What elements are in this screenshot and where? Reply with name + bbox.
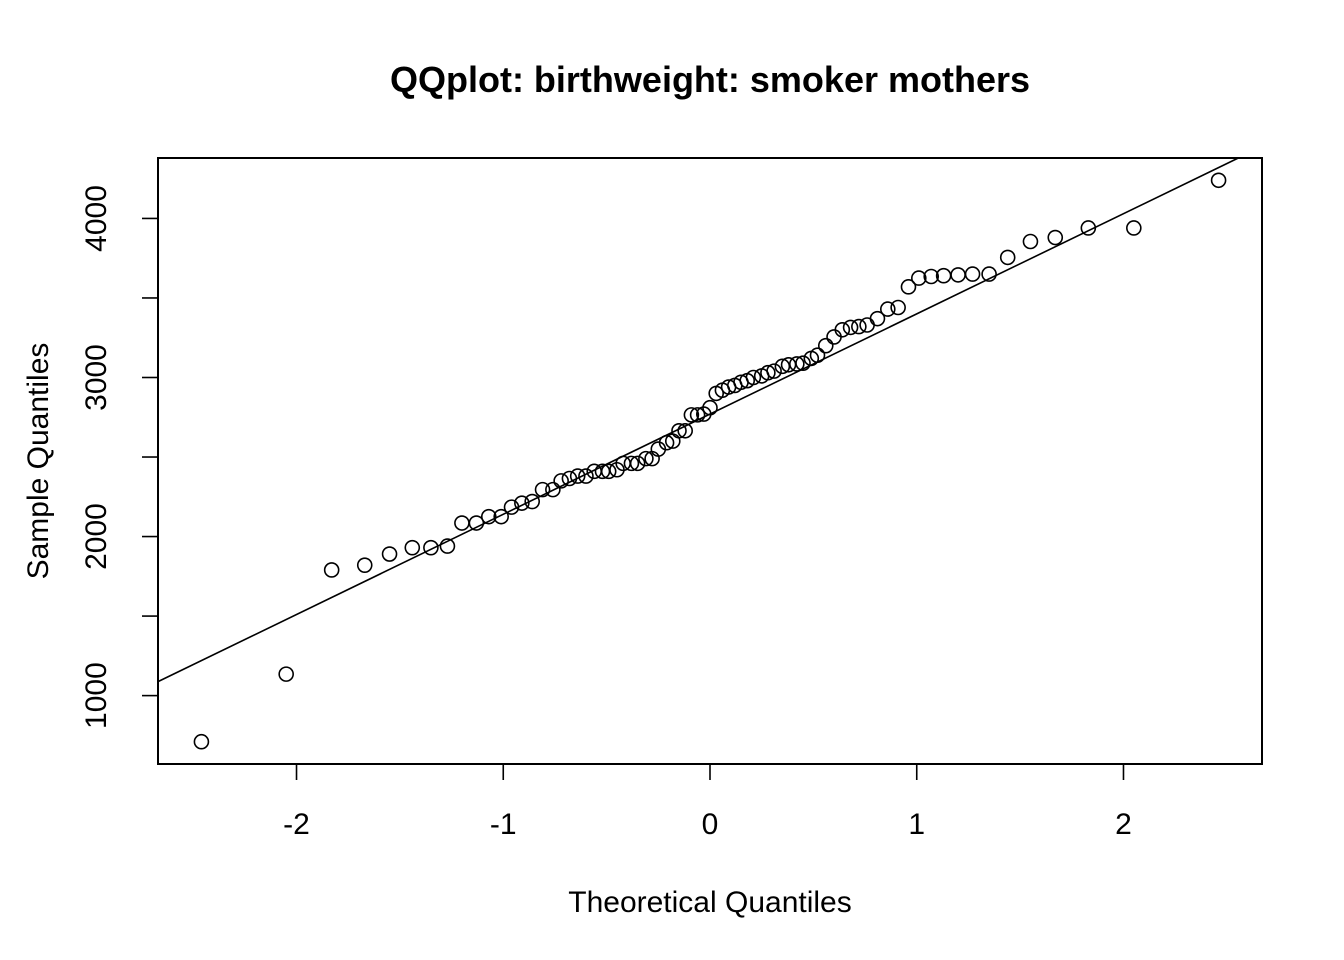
data-point: [689, 407, 706, 423]
data-point: [623, 455, 640, 472]
data-point: [851, 318, 867, 335]
x-axis-label: Theoretical Quantiles: [568, 886, 851, 919]
data-point: [468, 515, 485, 531]
chart-title: QQplot: birthweight: smoker mothers: [390, 59, 1030, 100]
data-point: [766, 363, 782, 379]
data-point: [278, 666, 294, 682]
data-point: [890, 299, 906, 316]
data-point: [842, 319, 859, 336]
y-axis-label: Sample Quantiles: [22, 343, 55, 580]
data-point: [964, 266, 981, 282]
data-point: [534, 481, 551, 498]
data-point: [774, 358, 791, 375]
x-tick-label: -2: [283, 808, 310, 841]
data-point: [561, 470, 578, 487]
data-point: [900, 279, 917, 295]
data-point: [809, 347, 826, 364]
data-point: [950, 267, 966, 283]
data-point: [1047, 229, 1064, 246]
data-point: [879, 301, 896, 317]
data-point: [745, 369, 762, 386]
data-point: [760, 364, 776, 381]
data-point: [869, 310, 886, 327]
data-point: [524, 493, 541, 510]
data-point: [356, 557, 373, 573]
data-point: [1210, 172, 1227, 189]
plot-area: [157, 157, 1263, 765]
data-point: [834, 321, 851, 338]
data-point: [826, 329, 842, 345]
data-point: [423, 539, 439, 556]
data-point: [795, 355, 811, 371]
data-point: [545, 481, 561, 498]
x-tick-label: 0: [702, 808, 719, 841]
qq-reference-line: [157, 157, 1239, 683]
data-point: [503, 499, 520, 515]
data-point: [1126, 220, 1142, 236]
y-tick-label: 3000: [80, 344, 113, 411]
reference-line-group: [157, 157, 1239, 683]
data-point: [193, 733, 210, 750]
data-point: [586, 463, 603, 480]
y-tick-label: 4000: [80, 185, 113, 252]
data-point: [671, 422, 687, 439]
data-point: [381, 546, 398, 562]
data-point: [439, 538, 456, 554]
data-point: [923, 268, 940, 285]
data-point: [569, 468, 586, 484]
data-point: [493, 508, 509, 525]
x-tick-label: -1: [490, 808, 517, 841]
data-point: [702, 399, 718, 416]
data-point: [817, 337, 834, 354]
data-point: [981, 266, 997, 282]
y-tick-label: 2000: [80, 503, 113, 570]
data-point: [999, 249, 1016, 266]
data-point: [859, 317, 875, 333]
y-axis: 1000 2000 3000 4000: [80, 185, 159, 729]
data-point: [911, 270, 927, 286]
data-point: [638, 450, 654, 467]
data-point: [658, 434, 675, 451]
data-point: [629, 455, 646, 472]
y-tick-label: 1000: [80, 662, 113, 729]
points-group: [193, 172, 1227, 750]
data-point: [514, 495, 530, 511]
data-point: [323, 562, 340, 578]
data-point: [600, 463, 617, 480]
data-point: [683, 407, 700, 423]
data-point: [677, 422, 693, 439]
data-point: [553, 473, 569, 489]
data-point: [480, 508, 497, 525]
x-axis: -2 -1 0 1 2: [283, 763, 1132, 841]
x-tick-label: 1: [908, 808, 925, 841]
data-point: [404, 539, 421, 556]
data-point: [454, 515, 470, 531]
x-tick-label: 2: [1115, 808, 1132, 841]
data-point: [578, 468, 594, 484]
data-point: [1080, 220, 1097, 236]
data-point: [789, 356, 805, 372]
data-point: [1022, 233, 1039, 250]
